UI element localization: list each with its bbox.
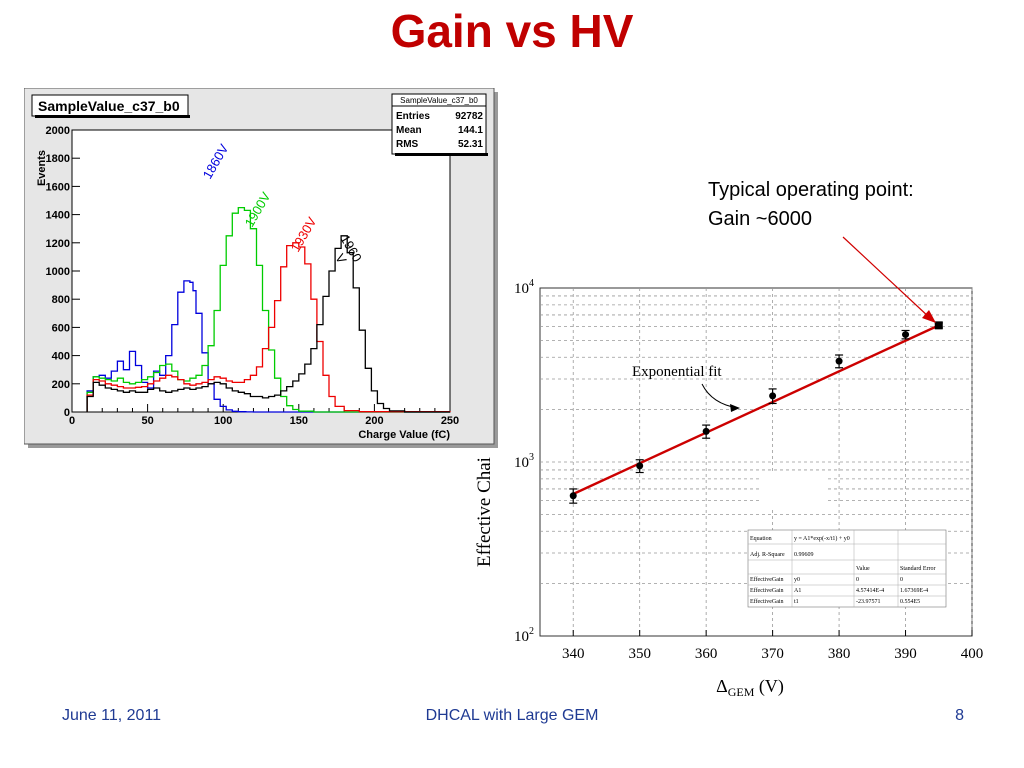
histogram-x-tick-label: 150 [290,415,308,427]
gain-fit-layer [572,324,940,496]
gain-y-axis-label: Effective Chai [474,457,495,567]
histogram-y-tick-label: 200 [52,379,70,391]
fit-table-cell: 0 [900,577,903,583]
histogram-y-tick-label: 2000 [46,125,70,137]
gain-y-tick-label: 104 [514,278,534,297]
fit-table-cell: 0 [856,577,859,583]
histogram-series-1960v [86,235,450,413]
stats-box: SampleValue_c37_b0 Entries 92782 Mean 14… [391,93,488,156]
fit-table-cell: Standard Error [900,566,936,572]
gain-plot-panel: 340 350 360 370 380 390 400 102 103 104 Exponenti… [474,278,983,699]
fit-table-cell: 4.57414E-4 [856,588,884,594]
gain-x-tick-label: 380 [828,646,851,662]
fit-table-frame [747,529,947,608]
gain-data-point [934,321,943,330]
histogram-y-tick-label: 400 [52,351,70,363]
histogram-y-tick-label: 0 [64,407,70,419]
fit-table-cell: y0 [794,577,800,583]
footer-date: June 11, 2011 [62,707,162,724]
histogram-series-1900v [86,206,450,413]
histogram-axes: 0 50 100 150 200 250 0 200 400 600 800 1000 1200 1400… [46,125,460,427]
gain-data-point [636,462,644,470]
gain-data-point [702,427,710,435]
fit-table-cell: 0.554E5 [900,599,920,605]
stats-rms-label: RMS [396,139,419,150]
histogram-series-1930v [86,242,451,413]
histogram-series-1860v [86,280,450,413]
fit-table-cell: A1 [794,588,801,594]
fit-table-cell: t1 [794,599,799,605]
gain-data-point [769,392,777,400]
histogram-y-axis-label: Events [36,150,48,186]
gain-x-tick-label: 360 [695,646,718,662]
histogram-x-tick-label: 100 [214,415,232,427]
fit-table-cell: EffectiveGain [750,576,784,583]
stats-entries-value: 92782 [455,111,483,122]
histogram-x-tick-label: 0 [69,415,75,427]
fit-table-cell: EffectiveGain [750,598,784,605]
gain-x-tick-label: 370 [761,646,784,662]
annotation-line-2: Gain ~6000 [708,208,812,230]
fit-table-cell: 1.67369E-4 [900,588,928,594]
stats-rms-value: 52.31 [458,139,483,150]
stats-entries-label: Entries [396,111,430,122]
histogram-x-tick-label: 250 [441,415,459,427]
fit-table-cell: EffectiveGain [750,587,784,594]
stats-mean-label: Mean [396,125,422,136]
annotation-line-1: Typical operating point: [708,179,914,201]
fit-table-cell: Adj. R-Square [750,552,785,558]
stats-box-title: SampleValue_c37_b0 [400,96,478,105]
histogram-y-tick-label: 1800 [46,153,70,165]
gain-x-tick-label: 350 [628,646,651,662]
gain-x-tick-label: 340 [562,646,585,662]
fit-table-cell: Value [856,566,870,572]
histogram-y-tick-label: 800 [52,294,70,306]
gain-x-axis-label: ΔGEM (V) [716,676,784,699]
exponential-fit-pointer-head [730,404,740,412]
gain-data-point [569,492,577,500]
gain-data-point [835,357,843,365]
gain-data-point [902,331,910,339]
gain-y-tick-label: 103 [514,452,534,471]
histogram-x-tick-label: 200 [365,415,383,427]
page-number: 8 [955,707,964,724]
stats-mean-value: 144.1 [458,125,483,136]
histogram-title-box: SampleValue_c37_b0 [31,94,190,118]
gain-x-tick-label: 390 [894,646,917,662]
histogram-x-tick-label: 50 [141,415,153,427]
gain-x-tick-label: 400 [961,646,984,662]
histogram-title: SampleValue_c37_b0 [38,98,180,114]
fit-table-cell: y = A1*exp(-x/t1) + y0 [794,535,850,542]
fit-table-cell: -23.97571 [856,599,881,605]
white-patch [760,474,826,508]
fit-table-cell: 0.99609 [794,552,814,558]
operating-point-annotation: Typical operating point: Gain ~6000 [708,176,914,234]
histogram-series-layer [86,206,451,413]
histogram-y-tick-label: 1000 [46,266,70,278]
gain-y-tick-label: 102 [514,626,534,645]
histogram-panel: 0 50 100 150 200 250 0 200 400 600 800 1000 1200 1400… [24,88,498,448]
histogram-y-tick-label: 1200 [46,238,70,250]
fit-parameters-table: Equation y = A1*exp(-x/t1) + y0 Adj. R-Squ… [747,529,947,608]
gain-data-layer [569,321,943,504]
exponential-fit-label: Exponential fit [632,364,722,380]
fit-table-cell: Equation [750,536,772,542]
slide-title: Gain vs HV [390,5,634,57]
histogram-y-tick-label: 600 [52,322,70,334]
footer-title: DHCAL with Large GEM [425,707,599,724]
gain-axes: 340 350 360 370 380 390 400 102 103 104 [514,278,983,662]
gain-fit-line [572,324,940,496]
histogram-y-tick-label: 1600 [46,181,70,193]
histogram-y-tick-label: 1400 [46,210,70,222]
histogram-x-axis-label: Charge Value (fC) [358,429,450,441]
